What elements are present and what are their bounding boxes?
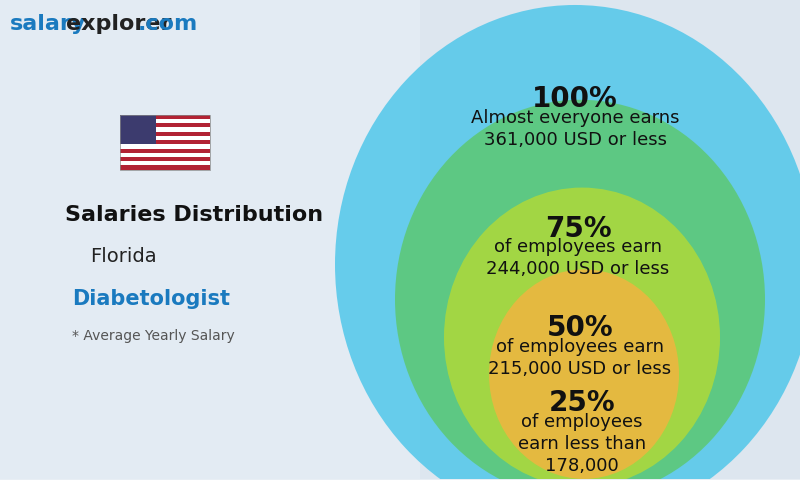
Text: Almost everyone earns: Almost everyone earns bbox=[470, 109, 679, 127]
Ellipse shape bbox=[489, 269, 679, 479]
Text: 75%: 75% bbox=[545, 215, 611, 242]
Bar bbox=[120, 132, 210, 136]
Text: of employees earn: of employees earn bbox=[496, 338, 664, 356]
Text: of employees earn: of employees earn bbox=[494, 239, 662, 256]
Text: 361,000 USD or less: 361,000 USD or less bbox=[483, 131, 666, 149]
Text: Salaries Distribution: Salaries Distribution bbox=[65, 204, 323, 225]
Bar bbox=[120, 153, 210, 157]
Bar bbox=[120, 166, 210, 169]
Text: Florida: Florida bbox=[90, 248, 157, 266]
Ellipse shape bbox=[395, 100, 765, 480]
Text: 100%: 100% bbox=[532, 85, 618, 113]
Bar bbox=[120, 127, 210, 132]
Ellipse shape bbox=[335, 5, 800, 480]
Text: 244,000 USD or less: 244,000 USD or less bbox=[486, 261, 670, 278]
Text: explorer: explorer bbox=[66, 14, 171, 34]
Text: earn less than: earn less than bbox=[518, 435, 646, 453]
Text: of employees: of employees bbox=[522, 413, 642, 431]
Bar bbox=[120, 123, 210, 127]
Text: * Average Yearly Salary: * Average Yearly Salary bbox=[72, 329, 234, 343]
Bar bbox=[120, 144, 210, 148]
Text: .com: .com bbox=[138, 14, 198, 34]
Text: 25%: 25% bbox=[549, 389, 615, 417]
Bar bbox=[120, 148, 210, 153]
Ellipse shape bbox=[444, 188, 720, 480]
Text: salary: salary bbox=[10, 14, 86, 34]
Bar bbox=[120, 115, 210, 169]
Bar bbox=[120, 115, 156, 144]
Text: 215,000 USD or less: 215,000 USD or less bbox=[489, 360, 671, 378]
Text: 50%: 50% bbox=[546, 314, 614, 342]
Bar bbox=[120, 157, 210, 161]
Bar bbox=[120, 115, 210, 119]
Text: 178,000: 178,000 bbox=[545, 457, 619, 475]
Bar bbox=[120, 119, 210, 123]
Bar bbox=[120, 140, 210, 144]
Text: Diabetologist: Diabetologist bbox=[72, 289, 230, 309]
Bar bbox=[120, 136, 210, 140]
FancyBboxPatch shape bbox=[0, 0, 420, 479]
Bar bbox=[120, 161, 210, 166]
